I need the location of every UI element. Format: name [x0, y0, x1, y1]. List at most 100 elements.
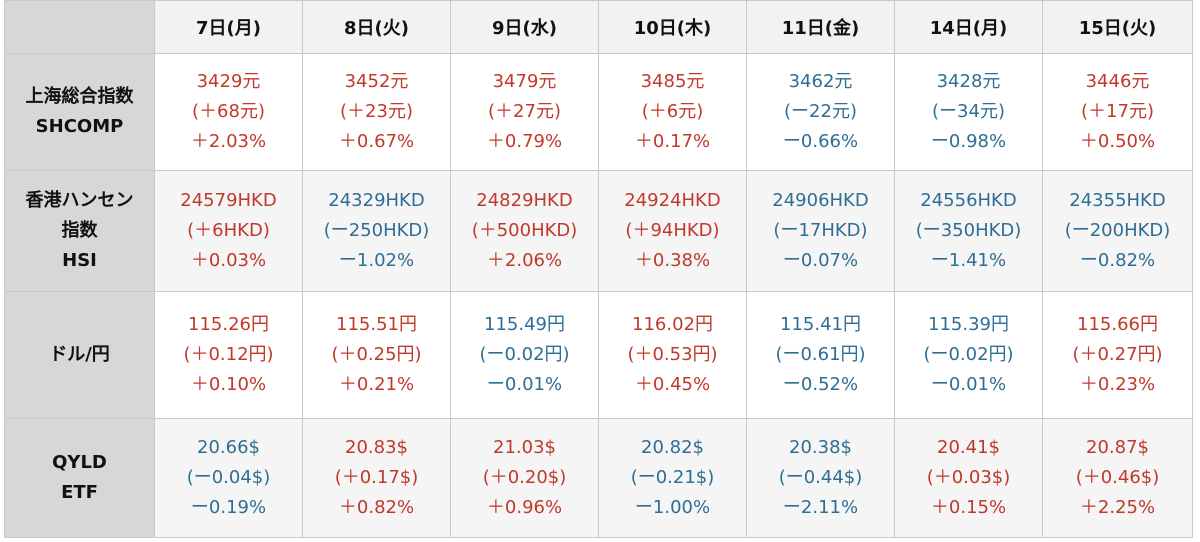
price-value: 115.26円 [188, 314, 269, 335]
price-value: 115.49円 [484, 314, 565, 335]
row-label-line: 指数 [61, 220, 98, 241]
percent-value: ＋0.79% [486, 131, 563, 152]
column-header: 7日(月) [154, 0, 303, 54]
percent-value: ＋0.21% [338, 374, 415, 395]
data-cell: 20.83$ (＋0.17$) ＋0.82% [302, 418, 451, 538]
change-value: (＋17元) [1081, 101, 1154, 122]
data-cell: 115.26円 (＋0.12円) ＋0.10% [154, 291, 303, 419]
row-label: 上海総合指数 SHCOMP [4, 53, 155, 171]
data-cell: 20.38$ (ー0.44$) ー2.11% [746, 418, 895, 538]
price-value: 115.41円 [780, 314, 861, 335]
change-value: (ー0.04$) [186, 467, 271, 488]
data-cell: 116.02円 (＋0.53円) ＋0.45% [598, 291, 747, 419]
row-label-line: 上海総合指数 [25, 86, 134, 107]
percent-value: ー1.00% [634, 497, 711, 518]
price-value: 3479元 [492, 71, 557, 92]
change-value: (ー0.61円) [775, 344, 866, 365]
table-row-shcomp: 上海総合指数 SHCOMP 3429元 (＋68元) ＋2.03% 3452元 (＋2… [4, 53, 1193, 171]
price-value: 115.66円 [1077, 314, 1158, 335]
change-value: (ー250HKD) [323, 220, 430, 241]
change-value: (＋68元) [192, 101, 265, 122]
data-cell: 115.66円 (＋0.27円) ＋0.23% [1042, 291, 1193, 419]
percent-value: ー0.19% [190, 497, 267, 518]
percent-value: ー0.98% [930, 131, 1007, 152]
percent-value: ー0.52% [782, 374, 859, 395]
percent-value: ＋0.03% [190, 250, 267, 271]
price-value: 24924HKD [624, 190, 721, 211]
percent-value: ＋0.15% [930, 497, 1007, 518]
price-value: 3462元 [788, 71, 853, 92]
percent-value: ー0.82% [1079, 250, 1156, 271]
percent-value: ＋0.38% [634, 250, 711, 271]
percent-value: ＋0.96% [486, 497, 563, 518]
data-cell: 20.87$ (＋0.46$) ＋2.25% [1042, 418, 1193, 538]
change-value: (＋94HKD) [625, 220, 720, 241]
percent-value: ＋0.67% [338, 131, 415, 152]
percent-value: ＋0.50% [1079, 131, 1156, 152]
column-header: 9日(水) [450, 0, 599, 54]
percent-value: ＋0.45% [634, 374, 711, 395]
percent-value: ＋2.06% [486, 250, 563, 271]
percent-value: ＋0.82% [338, 497, 415, 518]
data-cell: 115.41円 (ー0.61円) ー0.52% [746, 291, 895, 419]
percent-value: ＋0.23% [1079, 374, 1156, 395]
price-value: 24579HKD [180, 190, 277, 211]
data-cell: 3452元 (＋23元) ＋0.67% [302, 53, 451, 171]
change-value: (＋23元) [340, 101, 413, 122]
row-label-line: ドル/円 [49, 344, 110, 365]
price-value: 21.03$ [493, 437, 556, 458]
corner-cell [4, 0, 155, 54]
change-value: (ー350HKD) [915, 220, 1022, 241]
price-value: 24355HKD [1069, 190, 1166, 211]
change-value: (＋0.25円) [331, 344, 422, 365]
price-value: 20.83$ [345, 437, 408, 458]
change-value: (＋0.53円) [627, 344, 718, 365]
percent-value: ー1.02% [338, 250, 415, 271]
row-label-line: QYLD [52, 452, 107, 473]
percent-value: ＋2.25% [1079, 497, 1156, 518]
price-value: 20.66$ [197, 437, 260, 458]
percent-value: ー2.11% [782, 497, 859, 518]
column-header: 15日(火) [1042, 0, 1193, 54]
change-value: (ー0.02円) [923, 344, 1014, 365]
price-value: 24906HKD [772, 190, 869, 211]
change-value: (＋27元) [488, 101, 561, 122]
data-cell: 3462元 (ー22元) ー0.66% [746, 53, 895, 171]
data-cell: 24906HKD (ー17HKD) ー0.07% [746, 170, 895, 292]
price-value: 115.39円 [928, 314, 1009, 335]
percent-value: ＋0.17% [634, 131, 711, 152]
price-value: 3446元 [1085, 71, 1150, 92]
data-cell: 21.03$ (＋0.20$) ＋0.96% [450, 418, 599, 538]
price-value: 3429元 [196, 71, 261, 92]
price-value: 3428元 [936, 71, 1001, 92]
percent-value: ー0.01% [486, 374, 563, 395]
change-value: (ー17HKD) [773, 220, 868, 241]
change-value: (ー0.21$) [630, 467, 715, 488]
price-value: 3485元 [640, 71, 705, 92]
change-value: (＋6元) [641, 101, 704, 122]
header-row: 7日(月) 8日(火) 9日(水) 10日(木) 11日(金) 14日(月) 1… [4, 0, 1193, 54]
change-value: (＋500HKD) [471, 220, 578, 241]
data-cell: 3446元 (＋17元) ＋0.50% [1042, 53, 1193, 171]
market-table: 7日(月) 8日(火) 9日(水) 10日(木) 11日(金) 14日(月) 1… [4, 0, 1193, 538]
data-cell: 24329HKD (ー250HKD) ー1.02% [302, 170, 451, 292]
column-header: 11日(金) [746, 0, 895, 54]
table-row-qyld: QYLD ETF 20.66$ (ー0.04$) ー0.19% 20.83$ (＋0.… [4, 418, 1193, 538]
change-value: (ー0.44$) [778, 467, 863, 488]
change-value: (ー0.02円) [479, 344, 570, 365]
row-label: QYLD ETF [4, 418, 155, 538]
change-value: (ー22元) [784, 101, 857, 122]
percent-value: ー0.01% [930, 374, 1007, 395]
row-label: ドル/円 [4, 291, 155, 419]
data-cell: 24829HKD (＋500HKD) ＋2.06% [450, 170, 599, 292]
table-row-hsi: 香港ハンセン 指数 HSI 24579HKD (＋6HKD) ＋0.03% 2432… [4, 170, 1193, 292]
change-value: (＋0.27円) [1072, 344, 1163, 365]
data-cell: 24924HKD (＋94HKD) ＋0.38% [598, 170, 747, 292]
percent-value: ー0.66% [782, 131, 859, 152]
data-cell: 115.49円 (ー0.02円) ー0.01% [450, 291, 599, 419]
table-row-usdjpy: ドル/円 115.26円 (＋0.12円) ＋0.10% 115.51円 (＋0.25… [4, 291, 1193, 419]
data-cell: 3485元 (＋6元) ＋0.17% [598, 53, 747, 171]
change-value: (ー200HKD) [1064, 220, 1171, 241]
row-label-line: HSI [62, 250, 97, 271]
price-value: 20.87$ [1086, 437, 1149, 458]
